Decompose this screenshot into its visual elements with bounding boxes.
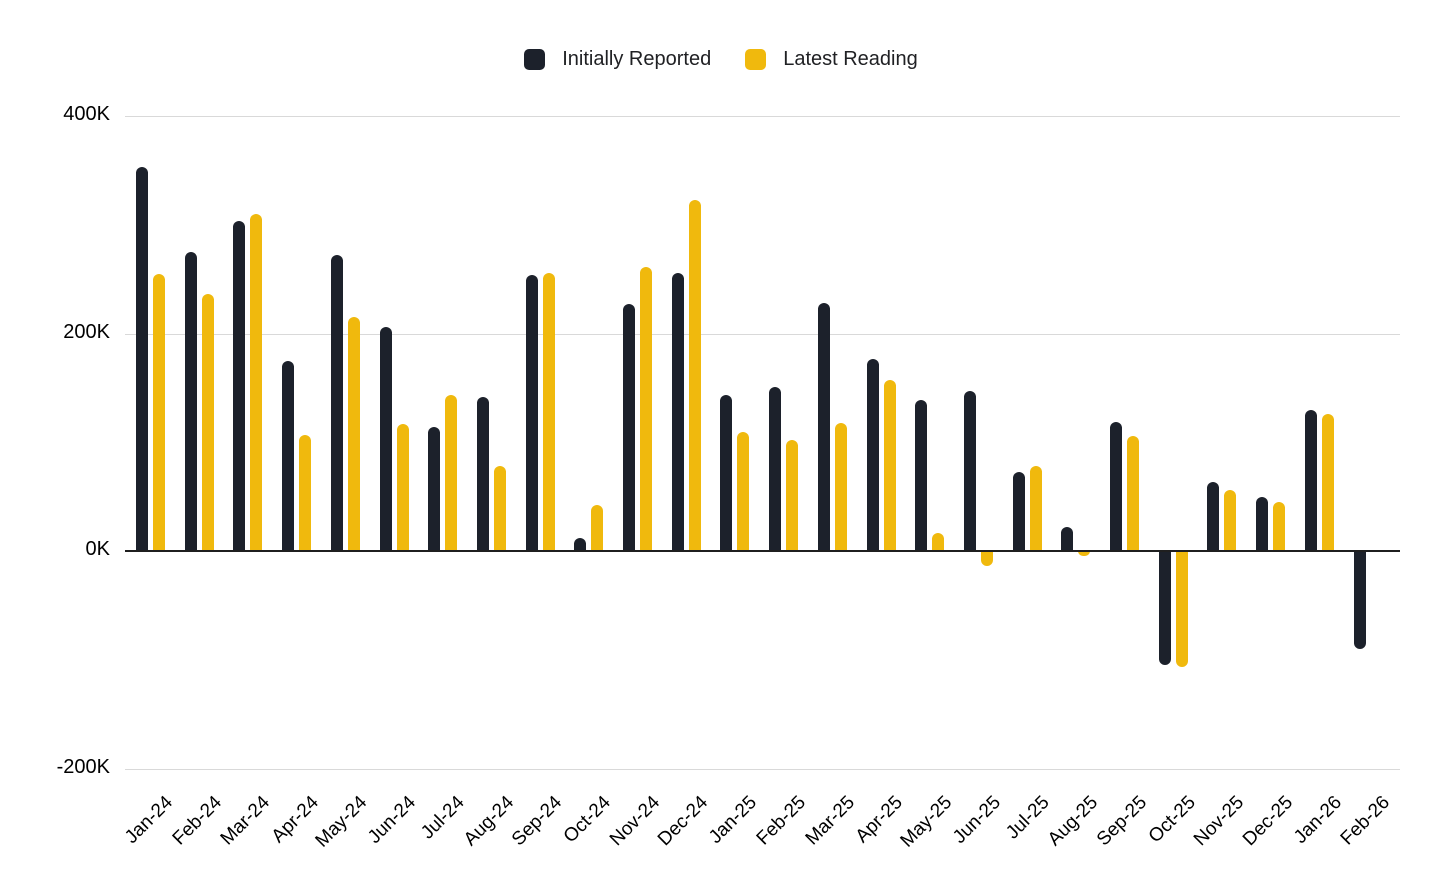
x-axis-tick-label: Oct-24 (559, 792, 616, 848)
bar-latest-reading-nov-24[interactable] (640, 267, 652, 551)
bar-initially-reported-jul-24[interactable] (428, 427, 441, 551)
bar-latest-reading-jan-26[interactable] (1321, 413, 1334, 551)
bar-latest-reading-dec-25[interactable] (1273, 502, 1286, 551)
bar-latest-reading-dec-24[interactable] (688, 199, 701, 551)
bar-initially-reported-jun-25[interactable] (963, 391, 976, 551)
bar-initially-reported-mar-24[interactable] (233, 221, 246, 551)
bar-initially-reported-aug-24[interactable] (476, 396, 489, 551)
y-axis-tick-label: 400K (63, 103, 110, 125)
bar-initially-reported-jan-26[interactable] (1304, 409, 1317, 551)
x-axis-tick-label: Aug-24 (459, 792, 518, 851)
bar-latest-reading-aug-25[interactable] (1078, 551, 1091, 557)
x-axis-tick-label: Mar-24 (216, 792, 275, 850)
bar-initially-reported-may-25[interactable] (915, 399, 928, 551)
bar-initially-reported-oct-25[interactable] (1158, 551, 1171, 666)
bar-latest-reading-jul-24[interactable] (445, 395, 458, 551)
legend-swatch-initially-reported (524, 49, 546, 70)
bar-latest-reading-jun-25[interactable] (980, 551, 993, 567)
x-axis-tick-label: Feb-26 (1336, 792, 1395, 850)
bar-initially-reported-jul-25[interactable] (1012, 471, 1025, 551)
bar-initially-reported-jan-25[interactable] (720, 395, 733, 551)
x-axis-tick-label: Dec-25 (1238, 792, 1297, 851)
legend-label-initially-reported: Initially Reported (562, 48, 712, 70)
bar-latest-reading-apr-24[interactable] (299, 434, 312, 551)
bar-latest-reading-apr-25[interactable] (883, 380, 896, 551)
x-axis-tick-label: Feb-24 (168, 792, 226, 850)
bar-initially-reported-feb-26[interactable] (1353, 551, 1366, 649)
bar-latest-reading-feb-24[interactable] (201, 294, 214, 551)
bar-initially-reported-sep-25[interactable] (1110, 421, 1122, 551)
bar-initially-reported-nov-24[interactable] (623, 304, 635, 551)
bar-initially-reported-feb-24[interactable] (184, 251, 197, 551)
h-gridline (125, 768, 1400, 770)
x-axis-tick-label: Sep-24 (508, 792, 567, 851)
bar-latest-reading-sep-25[interactable] (1127, 435, 1139, 551)
bar-initially-reported-dec-25[interactable] (1256, 496, 1269, 551)
bar-initially-reported-dec-24[interactable] (671, 272, 684, 551)
bar-initially-reported-may-24[interactable] (330, 255, 343, 551)
x-axis-tick-label: May-25 (896, 792, 957, 852)
x-axis-tick-label: Jun-25 (948, 792, 1005, 848)
bar-latest-reading-mar-24[interactable] (250, 213, 263, 551)
x-axis-tick-label: Feb-25 (752, 792, 810, 850)
bar-initially-reported-aug-25[interactable] (1061, 527, 1074, 551)
bar-latest-reading-oct-24[interactable] (591, 505, 604, 551)
bar-latest-reading-nov-25[interactable] (1224, 490, 1237, 551)
bar-latest-reading-mar-25[interactable] (834, 422, 847, 551)
bar-latest-reading-may-25[interactable] (932, 532, 945, 551)
x-axis-tick-label: Jun-24 (364, 792, 421, 848)
zero-axis-line (125, 550, 1400, 552)
bar-latest-reading-may-24[interactable] (347, 317, 360, 551)
bar-latest-reading-sep-24[interactable] (542, 272, 555, 551)
bar-initially-reported-feb-25[interactable] (769, 386, 782, 551)
legend-item-latest-reading[interactable]: Latest Reading (745, 48, 918, 71)
bar-latest-reading-feb-25[interactable] (786, 440, 799, 551)
legend-swatch-latest-reading (745, 49, 767, 70)
bar-initially-reported-nov-25[interactable] (1207, 482, 1220, 551)
x-axis-tick-label: Aug-25 (1043, 792, 1103, 851)
chart-legend: Initially Reported Latest Reading (0, 48, 1442, 71)
bar-latest-reading-oct-25[interactable] (1175, 551, 1188, 668)
x-axis-tick-label: Oct-25 (1144, 792, 1200, 848)
bar-initially-reported-jun-24[interactable] (379, 326, 392, 551)
bar-initially-reported-mar-25[interactable] (817, 303, 830, 551)
legend-item-initially-reported[interactable]: Initially Reported (524, 48, 711, 71)
bar-latest-reading-jun-24[interactable] (396, 423, 409, 551)
x-axis-tick-label: May-24 (312, 792, 372, 852)
y-axis-tick-label: 0K (85, 538, 110, 560)
legend-label-latest-reading: Latest Reading (783, 48, 918, 70)
bar-initially-reported-sep-24[interactable] (525, 274, 538, 551)
bar-latest-reading-jan-24[interactable] (153, 273, 165, 551)
h-gridline (125, 116, 1400, 117)
x-axis-tick-label: Nov-25 (1190, 792, 1249, 851)
bar-initially-reported-apr-25[interactable] (866, 358, 879, 551)
x-axis-tick-label: Sep-25 (1092, 792, 1151, 851)
x-axis-tick-label: Jan-24 (120, 792, 177, 848)
x-axis-tick-label: Dec-24 (654, 792, 713, 851)
bar-latest-reading-aug-24[interactable] (493, 466, 506, 551)
bar-latest-reading-jan-25[interactable] (737, 432, 750, 551)
bar-latest-reading-jul-25[interactable] (1029, 466, 1042, 551)
x-axis-tick-label: Jan-26 (1289, 792, 1346, 848)
x-axis-tick-label: Mar-25 (801, 792, 859, 850)
x-axis-tick-label: Jan-25 (705, 792, 762, 848)
bar-initially-reported-oct-24[interactable] (574, 537, 587, 551)
x-axis-tick-label: Nov-24 (605, 792, 664, 851)
y-axis-tick-label: -200K (56, 755, 110, 778)
h-gridline (125, 333, 1400, 335)
bar-initially-reported-jan-24[interactable] (136, 167, 148, 551)
y-axis-tick-label: 200K (63, 320, 110, 343)
bar-initially-reported-apr-24[interactable] (282, 360, 295, 551)
